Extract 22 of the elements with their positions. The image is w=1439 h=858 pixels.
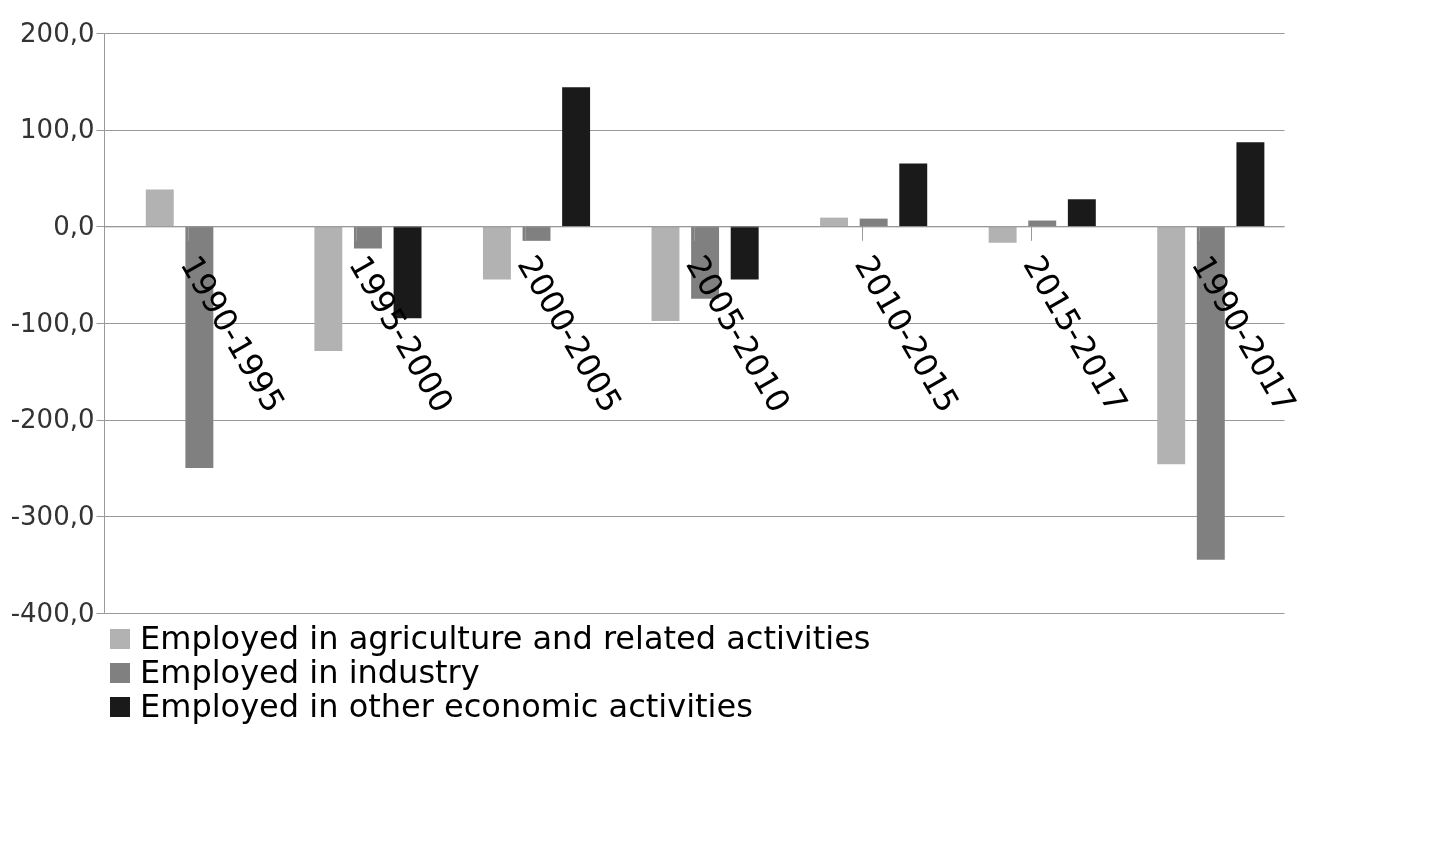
bar <box>314 226 343 352</box>
bar <box>820 217 849 227</box>
y-tick-label: 200,0 <box>20 17 95 48</box>
bar <box>353 226 382 249</box>
bar <box>651 226 680 322</box>
y-tick-label: -300,0 <box>10 500 95 531</box>
bar <box>988 226 1017 243</box>
bar <box>1236 142 1265 227</box>
y-tick-label: 100,0 <box>20 114 95 145</box>
y-tick-label: -200,0 <box>10 404 95 435</box>
legend-label: Employed in agriculture and related activities <box>140 619 871 657</box>
y-tick-label: -100,0 <box>10 307 95 338</box>
bar <box>522 226 551 241</box>
bar <box>482 226 511 280</box>
bar <box>1157 226 1186 465</box>
bar <box>859 218 888 227</box>
y-tick-label: 0,0 <box>53 210 95 241</box>
bar <box>899 163 928 227</box>
bar <box>562 87 591 227</box>
y-tick-label: -400,0 <box>10 597 95 628</box>
bar <box>1067 199 1096 227</box>
bar <box>145 189 174 227</box>
